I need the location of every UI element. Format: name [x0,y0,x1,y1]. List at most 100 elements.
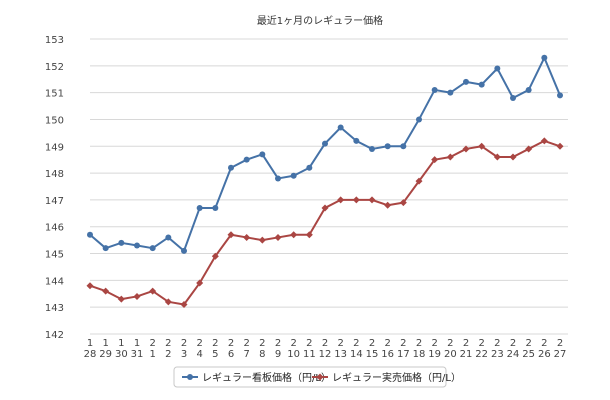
x-tick-month: 2 [322,338,328,349]
data-point [540,137,548,145]
y-tick-label: 148 [45,169,64,180]
x-tick-day: 11 [303,349,316,360]
chart-title: 最近1ヶ月のレギュラー価格 [257,14,383,27]
x-tick-month: 2 [384,338,390,349]
data-point [556,142,564,150]
data-point [259,151,266,158]
y-tick-label: 142 [45,330,64,341]
x-tick-month: 2 [525,338,531,349]
x-tick-month: 2 [228,338,234,349]
data-point [321,204,329,212]
x-tick-month: 2 [510,338,516,349]
data-point [196,279,204,287]
x-tick-day: 25 [522,349,535,360]
x-tick-day: 1 [149,349,155,360]
legend-swatch-marker-2 [316,373,324,381]
legend-label-1: レギュラー看板価格（円/L） [202,371,331,384]
data-point [290,172,297,179]
x-tick-day: 5 [212,349,218,360]
x-tick-month: 2 [447,338,453,349]
data-point [493,153,501,161]
grid-lines [90,38,568,335]
x-tick-month: 2 [353,338,359,349]
y-tick-label: 146 [45,223,64,234]
data-point [399,199,407,207]
data-point [243,156,250,163]
x-tick-month: 2 [337,338,343,349]
x-tick-day: 15 [366,349,379,360]
x-tick-day: 10 [287,349,300,360]
x-tick-month: 2 [196,338,202,349]
data-point [557,92,563,99]
x-tick-month: 2 [149,338,155,349]
x-tick-day: 16 [381,349,394,360]
legend-box [173,366,447,388]
x-tick-month: 2 [478,338,484,349]
x-tick-day: 19 [428,349,441,360]
data-point [462,145,470,153]
x-tick-month: 1 [102,338,108,349]
data-point [431,86,438,93]
x-tick-day: 4 [196,349,202,360]
data-point [337,196,345,204]
x-tick-day: 20 [444,349,457,360]
data-point [134,242,140,249]
data-point [384,143,391,150]
x-tick-month: 2 [212,338,218,349]
x-tick-day: 30 [115,349,128,360]
x-tick-month: 2 [400,338,406,349]
x-tick-day: 28 [84,349,97,360]
data-point [525,86,532,93]
data-point [86,282,94,290]
data-point [431,156,439,164]
x-tick-day: 27 [554,349,567,360]
x-tick-day: 29 [99,349,112,360]
x-axis-ticks: 1281291301312122232425262728292102112122… [84,338,567,360]
x-tick-month: 2 [306,338,312,349]
data-point [181,247,187,254]
data-point [510,95,516,101]
x-tick-day: 8 [259,349,265,360]
x-tick-month: 1 [87,338,93,349]
data-point [509,153,517,161]
y-tick-label: 150 [45,115,64,126]
data-point [243,233,251,241]
x-tick-day: 7 [243,349,249,360]
x-tick-day: 2 [165,349,171,360]
x-tick-month: 2 [463,338,469,349]
data-point [275,175,281,182]
x-tick-month: 2 [557,338,563,349]
y-axis-ticks: 142 143 144 145 146 147 148 149 150 151 152 153 [45,35,64,341]
x-tick-month: 2 [243,338,249,349]
data-point [353,137,360,144]
y-tick-label: 152 [45,62,64,73]
data-point [415,177,423,185]
data-point [274,233,282,241]
x-tick-day: 22 [475,349,488,360]
y-tick-label: 144 [45,276,64,287]
legend: レギュラー看板価格（円/L） レギュラー実売価格（円/L） [173,366,461,388]
data-point [87,231,93,238]
x-tick-day: 23 [491,349,504,360]
data-point [149,287,157,295]
x-tick-day: 26 [538,349,551,360]
data-point [541,54,548,61]
x-tick-day: 13 [334,349,347,360]
data-point [384,201,392,209]
data-point [228,164,234,171]
x-tick-month: 2 [275,338,281,349]
legend-swatch-marker-1 [187,374,193,380]
legend-label-2: レギュラー実売価格（円/L） [332,371,461,384]
data-point [478,142,486,150]
data-point [463,78,469,85]
x-tick-month: 2 [181,338,187,349]
x-tick-day: 6 [228,349,234,360]
data-point [306,164,313,171]
series-line-1 [89,56,561,252]
data-point [290,231,298,239]
y-tick-label: 149 [45,142,64,153]
x-tick-month: 2 [431,338,437,349]
x-tick-month: 1 [134,338,140,349]
data-point [447,89,454,96]
x-tick-day: 9 [275,349,281,360]
